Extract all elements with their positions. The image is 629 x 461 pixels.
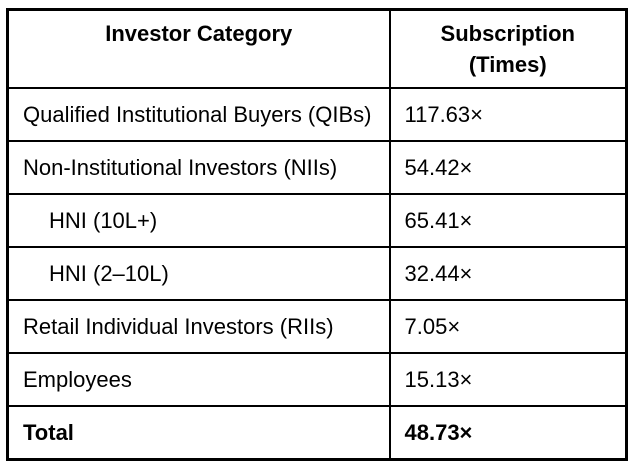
subscription-table: Investor Category Subscription (Times) Q… — [6, 8, 628, 461]
category-cell: Total — [6, 405, 391, 461]
table-row-employees: Employees 15.13× — [6, 352, 628, 407]
table-row-hni-2-10l: HNI (2–10L) 32.44× — [6, 246, 628, 301]
category-cell: HNI (10L+) — [6, 193, 391, 248]
subscription-value-cell: 54.42× — [388, 140, 628, 195]
subscription-value-cell: 32.44× — [388, 246, 628, 301]
header-row: Investor Category Subscription (Times) — [6, 8, 628, 89]
table-row-hni-10l-plus: HNI (10L+) 65.41× — [6, 193, 628, 248]
subscription-value-cell: 15.13× — [388, 352, 628, 407]
subscription-value-cell: 117.63× — [388, 87, 628, 142]
table-row-qib: Qualified Institutional Buyers (QIBs) 11… — [6, 87, 628, 142]
table-row-rii: Retail Individual Investors (RIIs) 7.05× — [6, 299, 628, 354]
subscription-value-cell: 65.41× — [388, 193, 628, 248]
category-cell: Non-Institutional Investors (NIIs) — [6, 140, 391, 195]
subscription-value-cell: 48.73× — [388, 405, 628, 461]
category-cell: Employees — [6, 352, 391, 407]
subscription-value-cell: 7.05× — [388, 299, 628, 354]
page-background: Investor Category Subscription (Times) Q… — [6, 8, 628, 461]
category-cell: Retail Individual Investors (RIIs) — [6, 299, 391, 354]
column-header-investor-category: Investor Category — [6, 8, 391, 89]
category-cell: Qualified Institutional Buyers (QIBs) — [6, 87, 391, 142]
category-cell: HNI (2–10L) — [6, 246, 391, 301]
column-header-subscription-times: Subscription (Times) — [388, 8, 628, 89]
table-row-nii: Non-Institutional Investors (NIIs) 54.42… — [6, 140, 628, 195]
table-row-total: Total 48.73× — [6, 405, 628, 461]
